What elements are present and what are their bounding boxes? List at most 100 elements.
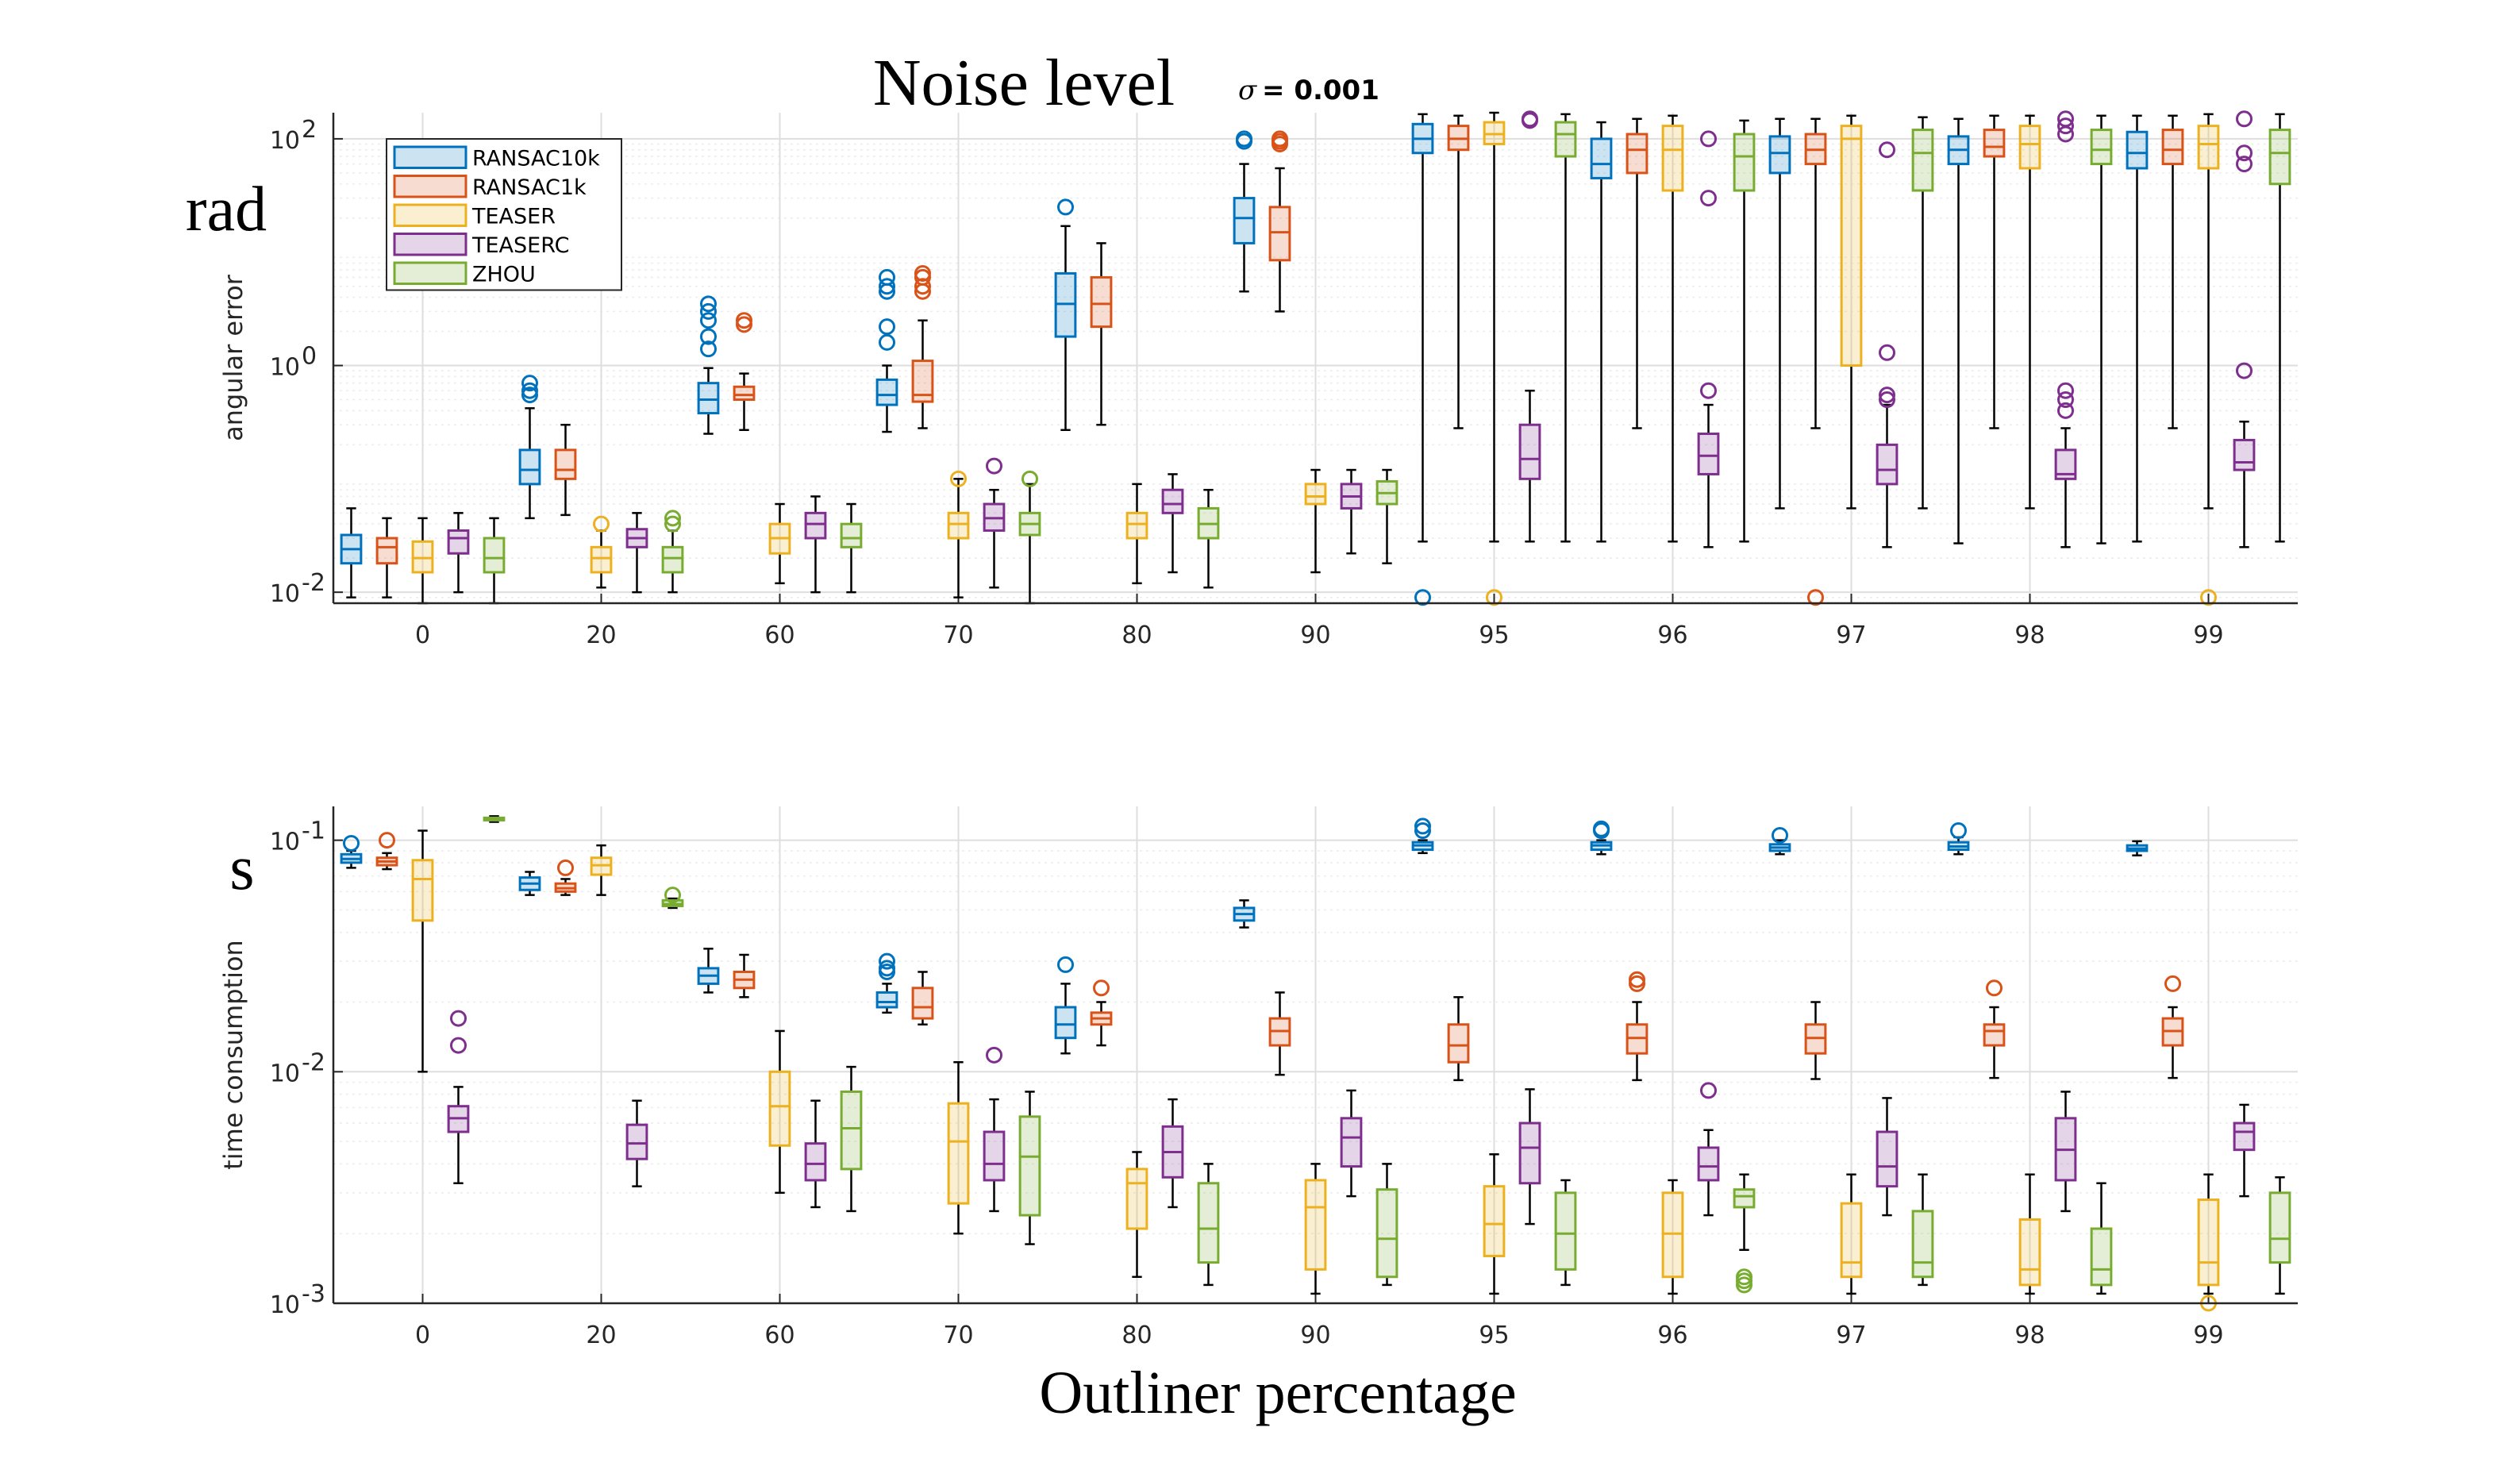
- legend-label-ransac1k: RANSAC1k: [472, 175, 587, 200]
- outlier-point: [1736, 1268, 1752, 1286]
- outlier-point: [1879, 387, 1895, 404]
- box-ransac1k-70: [911, 971, 934, 1026]
- top-unit-label: rad: [186, 175, 267, 244]
- box-body: [2197, 1198, 2220, 1287]
- box-teaser-97: [1840, 1173, 1863, 1295]
- box-body: [2018, 1218, 2041, 1287]
- box-teaser-95: [1483, 1153, 1506, 1295]
- outlier-point: [700, 302, 717, 320]
- box-teaser-90: [1304, 1163, 1327, 1295]
- outlier-point: [2057, 117, 2074, 135]
- box-zhou-0: [483, 815, 506, 823]
- y-tick-exponent: -3: [302, 1280, 325, 1308]
- box-body: [1590, 137, 1613, 179]
- box-body: [875, 378, 898, 406]
- legend-swatch-teaser: [393, 203, 467, 227]
- box-zhou-0: [483, 517, 506, 605]
- box-body: [1090, 275, 1113, 329]
- box-body: [1018, 1115, 1041, 1217]
- box-body: [2018, 125, 2041, 170]
- x-tick-label-60: 60: [764, 621, 794, 649]
- outlier-point: [1522, 110, 1538, 128]
- x-tick-label-20: 20: [586, 621, 616, 649]
- y-tick-label: 10: [270, 354, 300, 382]
- box-ransac10k-80: [1054, 198, 1077, 431]
- box-zhou-90: [1375, 468, 1399, 564]
- box-ransac10k-96: [1590, 121, 1613, 543]
- y-tick-exponent: -2: [302, 569, 325, 597]
- box-body: [2090, 129, 2113, 166]
- box-body: [2126, 130, 2149, 170]
- x-tick-label-95: 95: [1479, 621, 1509, 649]
- box-body: [2268, 129, 2291, 186]
- box-body: [1161, 488, 1184, 514]
- box-body: [1518, 1122, 1541, 1185]
- box-body: [983, 1130, 1006, 1182]
- box-body: [1661, 1191, 1684, 1279]
- box-body: [1233, 197, 1256, 244]
- box-teaserc-97: [1876, 1097, 1899, 1217]
- box-body: [2090, 1227, 2113, 1287]
- outlier-point: [664, 510, 681, 527]
- box-teaserc-20: [625, 512, 648, 594]
- box-ransac10k-95: [1411, 113, 1434, 606]
- box-body: [697, 382, 720, 415]
- box-ransac10k-97: [1768, 826, 1791, 856]
- box-body: [1840, 1202, 1863, 1279]
- outlier-point: [2236, 110, 2253, 128]
- box-body: [1554, 1191, 1577, 1271]
- outlier-point: [879, 318, 895, 336]
- figure-xlabel: Outliner percentage: [1039, 1360, 1516, 1426]
- figure-title: Noise level: [873, 46, 1175, 120]
- box-body: [661, 545, 684, 574]
- box-ransac1k-90: [1268, 130, 1291, 313]
- legend-swatch-ransac1k: [393, 175, 467, 198]
- box-body: [947, 511, 970, 540]
- box-teaser-97: [1840, 114, 1863, 510]
- legend-swatch-zhou: [393, 261, 467, 285]
- box-zhou-20: [661, 510, 684, 594]
- outlier-point: [986, 1046, 1002, 1064]
- box-teaser-80: [1125, 483, 1148, 585]
- box-zhou-99: [2268, 1176, 2291, 1295]
- outlier-point: [1272, 130, 1288, 148]
- box-ransac10k-60: [697, 295, 720, 435]
- box-ransac10k-96: [1590, 820, 1613, 856]
- outlier-point: [1986, 979, 2003, 997]
- box-ransac10k-99: [2126, 114, 2149, 543]
- box-teaser-70: [947, 1060, 970, 1235]
- box-body: [2233, 1122, 2256, 1152]
- outlier-point: [1700, 382, 1717, 399]
- box-body: [2161, 129, 2184, 166]
- box-body: [483, 537, 506, 574]
- box-body: [1733, 133, 1756, 192]
- box-ransac1k-99: [2161, 114, 2184, 429]
- outlier-point: [736, 312, 752, 329]
- bottom-unit-label: s: [229, 833, 254, 903]
- box-body: [1733, 1188, 1756, 1209]
- box-teaser-80: [1125, 1151, 1148, 1279]
- x-tick-label-98: 98: [2014, 1322, 2045, 1349]
- box-ransac1k-98: [1983, 979, 2006, 1079]
- outlier-point: [1057, 198, 1074, 216]
- outlier-point: [2236, 156, 2253, 173]
- box-body: [804, 511, 827, 540]
- box-teaserc-60: [804, 1099, 827, 1209]
- box-ransac1k-96: [1625, 117, 1649, 429]
- box-teaserc-0: [447, 512, 470, 594]
- box-ransac1k-20: [554, 859, 577, 896]
- box-ransac1k-97: [1804, 1001, 1827, 1080]
- box-teaser-90: [1304, 468, 1327, 574]
- box-body: [1518, 423, 1541, 480]
- box-body: [1625, 133, 1649, 175]
- outlier-point: [450, 1010, 467, 1027]
- outlier-point: [879, 952, 895, 970]
- x-tick-label-0: 0: [415, 621, 430, 649]
- box-body: [768, 1070, 791, 1147]
- box-ransac1k-0: [375, 517, 398, 598]
- box-zhou-99: [2268, 113, 2291, 543]
- x-tick-label-99: 99: [2193, 1322, 2223, 1349]
- outlier-point: [986, 457, 1002, 475]
- outlier-point: [1629, 971, 1645, 988]
